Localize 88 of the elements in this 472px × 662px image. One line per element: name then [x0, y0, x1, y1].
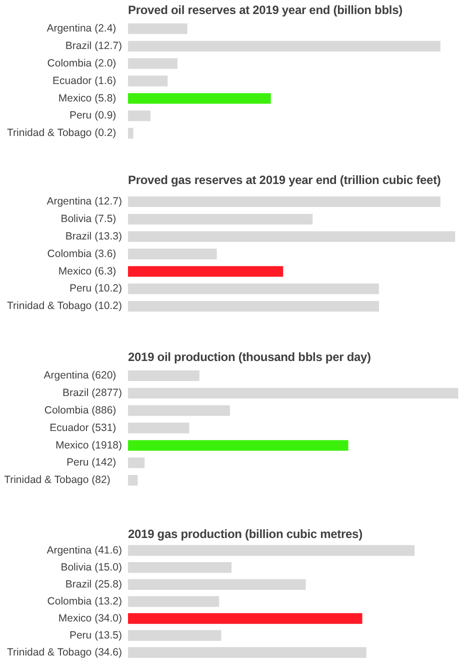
y-tick-label: Trinidad & Tobago	[6, 300, 92, 312]
y-tick-label: Argentina	[46, 22, 92, 35]
data-label: (5.8)	[94, 92, 116, 104]
y-tick-label: Mexico	[55, 439, 89, 452]
bar	[128, 40, 440, 52]
y-tick-label: Colombia	[47, 595, 92, 608]
y-tick-label: Ecuador	[50, 422, 90, 434]
bar	[128, 214, 313, 224]
bar	[128, 440, 348, 451]
data-label: (7.5)	[94, 213, 116, 226]
data-label: (34.6)	[94, 646, 122, 658]
data-label: (6.3)	[94, 265, 116, 278]
bar	[128, 300, 379, 312]
bar	[128, 76, 168, 86]
bar	[128, 110, 150, 122]
y-tick-label: Trinidad & Tobago	[4, 474, 89, 486]
data-label: (41.6)	[94, 544, 122, 556]
chart-title: Proved gas reserves at 2019 year end (trillion cubic feet)	[128, 172, 441, 188]
data-label: (34.0)	[94, 612, 122, 624]
bar	[128, 248, 217, 260]
bar	[128, 545, 415, 556]
data-label: (13.2)	[94, 595, 122, 608]
y-tick-label: Argentina	[44, 370, 89, 382]
data-label: (2.4)	[94, 22, 116, 35]
bar	[128, 370, 200, 382]
data-label: (886)	[92, 404, 116, 416]
bar	[128, 388, 458, 398]
y-tick-label: Peru	[66, 456, 89, 469]
y-tick-label: Peru	[69, 282, 92, 295]
y-tick-label: Argentina	[46, 196, 92, 208]
data-label: (12.7)	[94, 196, 122, 208]
data-label: (13.5)	[94, 629, 122, 642]
y-tick-label: Mexico	[58, 265, 92, 278]
data-label: (531)	[92, 422, 116, 434]
chart-title: 2019 oil production (thousand bbls per day)	[128, 349, 371, 365]
y-tick-label: Mexico	[58, 92, 92, 104]
bar	[128, 596, 220, 607]
bar	[128, 266, 284, 277]
bar	[128, 284, 379, 294]
y-tick-label: Trinidad & Tobago	[6, 646, 92, 658]
y-tick-label: Brazil	[65, 40, 92, 52]
bar	[128, 231, 456, 242]
data-label: (25.8)	[94, 578, 122, 590]
chart-title: 2019 gas production (billion cubic metres)	[128, 526, 362, 542]
data-label: (1918)	[92, 439, 122, 452]
bar	[128, 630, 222, 641]
data-label: (2.0)	[94, 57, 116, 70]
y-tick-label: Peru	[69, 629, 92, 642]
data-label: (2877)	[92, 387, 122, 400]
y-tick-label: Brazil	[65, 578, 92, 590]
data-label: (620)	[92, 370, 116, 382]
data-label: (1.6)	[94, 74, 116, 87]
bar	[128, 405, 230, 416]
bar	[128, 93, 271, 104]
bar	[128, 23, 188, 34]
bar	[128, 128, 134, 139]
data-label: (3.6)	[94, 248, 116, 260]
y-tick-label: Peru	[69, 110, 92, 122]
y-tick-label: Bolivia	[60, 561, 92, 574]
data-label: (13.3)	[94, 230, 122, 242]
data-label: (82)	[92, 474, 110, 486]
y-tick-label: Trinidad & Tobago	[6, 127, 92, 140]
data-label: (142)	[92, 456, 116, 469]
bar	[128, 58, 178, 69]
bar	[128, 422, 190, 434]
y-tick-label: Colombia	[47, 248, 92, 260]
bar	[128, 474, 138, 486]
y-tick-label: Bolivia	[60, 213, 92, 226]
bar	[128, 458, 145, 468]
bar	[128, 579, 306, 590]
y-tick-label: Brazil	[65, 230, 92, 242]
data-label: (0.9)	[94, 110, 116, 122]
bar	[128, 562, 232, 573]
data-label: (0.2)	[94, 127, 116, 140]
data-label: (10.2)	[94, 282, 122, 295]
bar	[128, 196, 440, 208]
bar	[128, 613, 362, 624]
bar	[128, 647, 366, 658]
data-label: (15.0)	[94, 561, 122, 574]
y-tick-label: Argentina	[46, 544, 92, 556]
y-tick-label: Mexico	[58, 612, 92, 624]
data-label: (10.2)	[94, 300, 122, 312]
y-tick-label: Ecuador	[52, 74, 92, 87]
y-tick-label: Colombia	[44, 404, 89, 416]
chart-title: Proved oil reserves at 2019 year end (billion bbls)	[128, 2, 402, 18]
data-label: (12.7)	[94, 40, 122, 52]
y-tick-label: Brazil	[62, 387, 89, 400]
y-tick-label: Colombia	[47, 57, 92, 70]
